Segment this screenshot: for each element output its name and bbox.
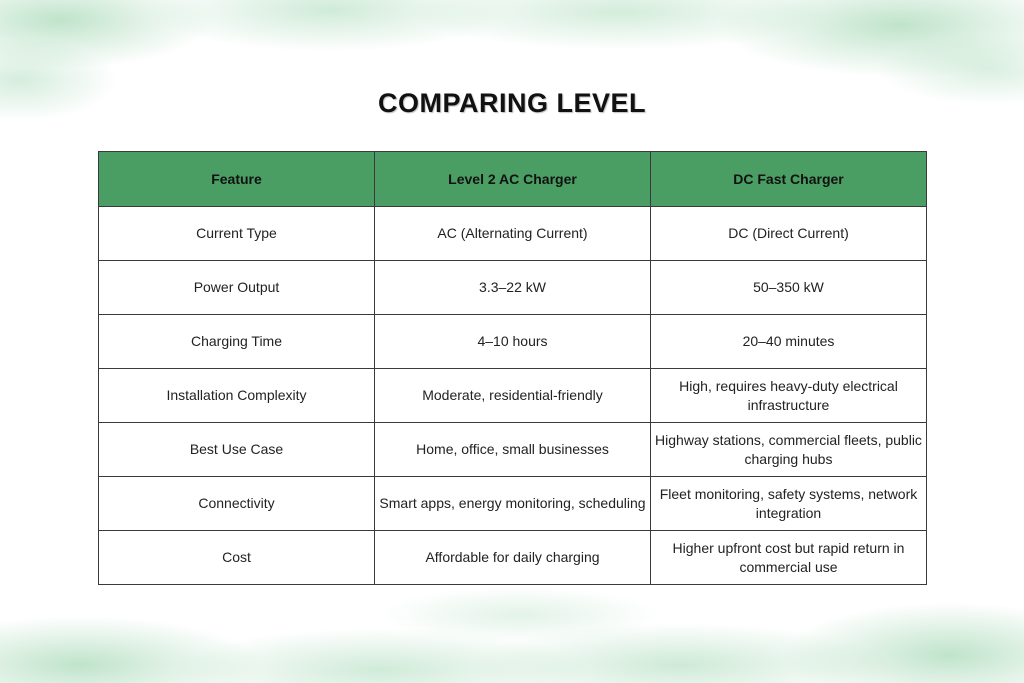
table-cell-dcfast: Fleet monitoring, safety systems, networ… — [650, 476, 927, 531]
table-cell-dcfast: DC (Direct Current) — [650, 206, 927, 261]
table-cell-level2: 4–10 hours — [374, 314, 651, 369]
table-cell-feature: Power Output — [98, 260, 375, 315]
table-cell-level2: Smart apps, energy monitoring, schedulin… — [374, 476, 651, 531]
table-row: Best Use Case Home, office, small busine… — [98, 422, 927, 477]
page-title: COMPARING LEVEL — [377, 88, 646, 118]
table-cell-feature: Best Use Case — [98, 422, 375, 477]
table-cell-feature: Connectivity — [98, 476, 375, 531]
table-row: Cost Affordable for daily charging Highe… — [98, 530, 927, 585]
table-row: Current Type AC (Alternating Current) DC… — [98, 206, 927, 261]
table-cell-feature: Cost — [98, 530, 375, 585]
table-row: Installation Complexity Moderate, reside… — [98, 368, 927, 423]
table-header-row: Feature Level 2 AC Charger DC Fast Charg… — [98, 151, 927, 207]
table-row: Power Output 3.3–22 kW 50–350 kW — [98, 260, 927, 315]
table-cell-feature: Current Type — [98, 206, 375, 261]
table-cell-feature: Charging Time — [98, 314, 375, 369]
table-cell-dcfast: Higher upfront cost but rapid return in … — [650, 530, 927, 585]
comparison-table: Feature Level 2 AC Charger DC Fast Charg… — [98, 151, 927, 585]
table-cell-level2: 3.3–22 kW — [374, 260, 651, 315]
header-level2-ac: Level 2 AC Charger — [374, 151, 651, 207]
table-cell-level2: AC (Alternating Current) — [374, 206, 651, 261]
table-cell-level2: Home, office, small businesses — [374, 422, 651, 477]
header-feature: Feature — [98, 151, 375, 207]
background-wash-bottom — [0, 585, 1024, 683]
table-cell-dcfast: 20–40 minutes — [650, 314, 927, 369]
header-dc-fast: DC Fast Charger — [650, 151, 927, 207]
table-cell-level2: Affordable for daily charging — [374, 530, 651, 585]
table-row: Connectivity Smart apps, energy monitori… — [98, 476, 927, 531]
table-cell-dcfast: Highway stations, commercial fleets, pub… — [650, 422, 927, 477]
table-cell-feature: Installation Complexity — [98, 368, 375, 423]
table-cell-level2: Moderate, residential-friendly — [374, 368, 651, 423]
table-cell-dcfast: High, requires heavy-duty electrical inf… — [650, 368, 927, 423]
table-row: Charging Time 4–10 hours 20–40 minutes — [98, 314, 927, 369]
table-cell-dcfast: 50–350 kW — [650, 260, 927, 315]
